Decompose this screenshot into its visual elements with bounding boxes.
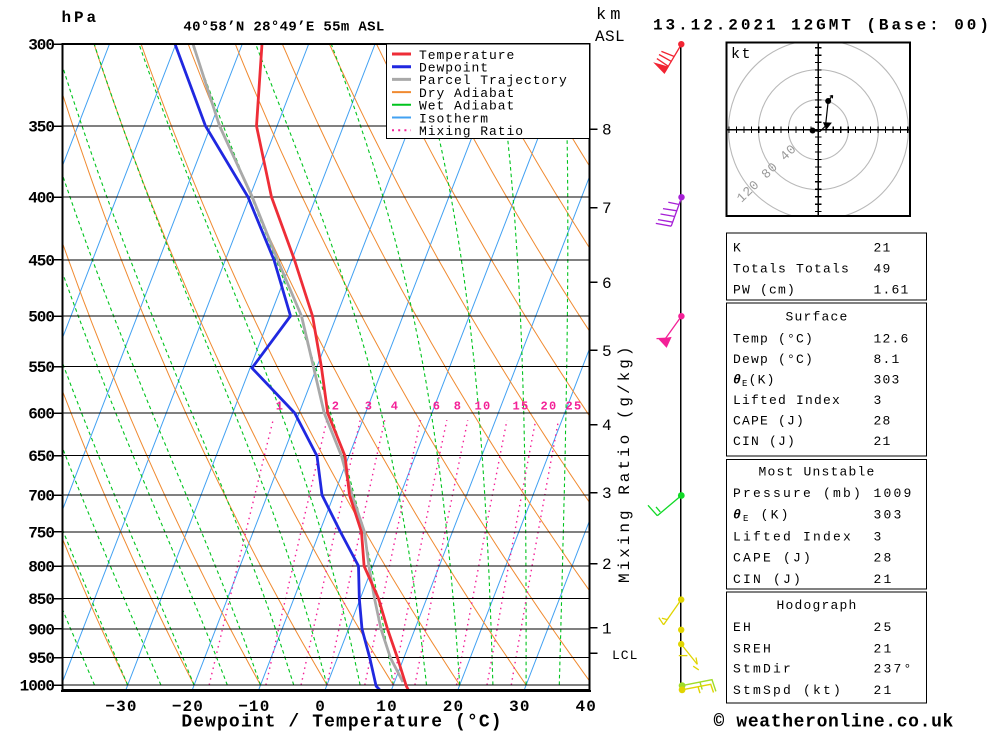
svg-text:13.12.2021 12GMT (Base: 00): 13.12.2021 12GMT (Base: 00) (653, 17, 992, 35)
svg-text:Isotherm: Isotherm (419, 111, 489, 126)
svg-text:300: 300 (28, 37, 54, 55)
svg-text:Dewpoint: Dewpoint (419, 61, 489, 76)
svg-text:2: 2 (332, 400, 341, 414)
svg-text:400: 400 (28, 190, 54, 208)
svg-text:25: 25 (565, 400, 582, 414)
svg-text:1000: 1000 (20, 678, 55, 696)
svg-text:1: 1 (276, 400, 285, 414)
svg-text:Pressure (mb): Pressure (mb) (733, 486, 863, 501)
svg-text:650: 650 (28, 448, 54, 466)
svg-text:Lifted Index: Lifted Index (733, 393, 841, 408)
svg-text:800: 800 (28, 559, 54, 577)
svg-text:SREH: SREH (733, 642, 773, 657)
svg-text:3: 3 (874, 393, 883, 408)
svg-text:Most Unstable: Most Unstable (758, 465, 875, 480)
svg-text:20: 20 (540, 400, 557, 414)
svg-text:8.1: 8.1 (874, 352, 901, 367)
svg-text:600: 600 (28, 406, 54, 424)
svg-text:© weatheronline.co.uk: © weatheronline.co.uk (714, 713, 955, 733)
svg-text:EH: EH (733, 620, 753, 635)
svg-text:K: K (733, 241, 742, 256)
svg-text:6: 6 (602, 275, 612, 293)
svg-text:4: 4 (602, 417, 612, 435)
svg-text:PW (cm): PW (cm) (733, 283, 796, 298)
svg-text:550: 550 (28, 359, 54, 377)
svg-text:750: 750 (28, 524, 54, 542)
svg-text:25: 25 (874, 620, 894, 635)
svg-text:21: 21 (874, 683, 894, 698)
svg-text:Dry Adiabat: Dry Adiabat (419, 86, 515, 101)
svg-text:3: 3 (602, 485, 612, 503)
svg-text:237°: 237° (874, 662, 914, 677)
svg-text:4: 4 (391, 400, 400, 414)
svg-text:−20: −20 (172, 698, 204, 716)
svg-text:30: 30 (509, 698, 531, 716)
svg-text:θE(K): θE(K) (733, 373, 776, 390)
svg-text:21: 21 (874, 572, 894, 587)
svg-text:Parcel Trajectory: Parcel Trajectory (419, 73, 568, 88)
svg-text:21: 21 (874, 241, 892, 256)
svg-text:10: 10 (376, 698, 398, 716)
svg-text:40: 40 (575, 698, 597, 716)
svg-text:850: 850 (28, 591, 54, 609)
svg-text:450: 450 (28, 252, 54, 270)
svg-text:CIN (J): CIN (J) (733, 434, 796, 449)
svg-text:21: 21 (874, 434, 892, 449)
svg-text:28: 28 (874, 551, 894, 566)
svg-text:km: km (596, 6, 624, 25)
svg-text:3: 3 (365, 400, 374, 414)
svg-text:10: 10 (474, 400, 491, 414)
svg-text:350: 350 (28, 119, 54, 137)
svg-text:21: 21 (874, 642, 894, 657)
svg-text:7: 7 (602, 200, 612, 218)
svg-text:Dewp (°C): Dewp (°C) (733, 352, 814, 367)
svg-text:Mixing Ratio: Mixing Ratio (419, 124, 524, 139)
svg-text:20: 20 (443, 698, 465, 716)
svg-text:Hodograph: Hodograph (776, 598, 857, 613)
svg-text:CAPE (J): CAPE (J) (733, 551, 813, 566)
svg-text:CIN (J): CIN (J) (733, 572, 803, 587)
svg-text:1: 1 (602, 620, 612, 638)
svg-text:θE (K): θE (K) (733, 508, 791, 525)
svg-text:950: 950 (28, 650, 54, 668)
svg-text:LCL: LCL (612, 648, 638, 663)
svg-text:6: 6 (433, 400, 442, 414)
svg-text:1.61: 1.61 (874, 283, 910, 298)
svg-text:8: 8 (454, 400, 463, 414)
svg-text:3: 3 (874, 530, 884, 545)
svg-text:0: 0 (315, 698, 326, 716)
svg-text:Temperature: Temperature (419, 48, 515, 63)
svg-text:40°58’N 28°49’E 55m ASL: 40°58’N 28°49’E 55m ASL (183, 20, 384, 36)
svg-text:Lifted Index: Lifted Index (733, 530, 853, 545)
svg-text:StmDir: StmDir (733, 662, 793, 677)
svg-text:49: 49 (874, 262, 892, 277)
svg-text:12.6: 12.6 (874, 332, 910, 347)
svg-text:303: 303 (874, 508, 904, 523)
svg-text:5: 5 (602, 343, 612, 361)
svg-text:8: 8 (602, 122, 612, 140)
svg-text:hPa: hPa (62, 9, 100, 27)
svg-text:Wet Adiabat: Wet Adiabat (419, 99, 515, 114)
svg-text:900: 900 (28, 621, 54, 639)
svg-text:CAPE (J): CAPE (J) (733, 414, 805, 429)
svg-text:Mixing Ratio (g/kg): Mixing Ratio (g/kg) (616, 344, 634, 583)
svg-text:2: 2 (602, 556, 612, 574)
svg-text:28: 28 (874, 414, 892, 429)
svg-text:303: 303 (874, 373, 901, 388)
svg-text:−30: −30 (105, 698, 137, 716)
svg-text:500: 500 (28, 309, 54, 327)
svg-text:Surface: Surface (785, 310, 848, 325)
svg-text:−10: −10 (238, 698, 270, 716)
svg-text:Temp (°C): Temp (°C) (733, 332, 814, 347)
svg-text:kt: kt (731, 46, 752, 63)
svg-text:1009: 1009 (874, 486, 914, 501)
svg-text:Dewpoint / Temperature (°C): Dewpoint / Temperature (°C) (181, 713, 502, 733)
svg-text:700: 700 (28, 488, 54, 506)
svg-text:Totals Totals: Totals Totals (733, 262, 850, 277)
svg-text:ASL: ASL (595, 28, 625, 46)
svg-text:StmSpd (kt): StmSpd (kt) (733, 683, 843, 698)
svg-text:15: 15 (512, 400, 529, 414)
